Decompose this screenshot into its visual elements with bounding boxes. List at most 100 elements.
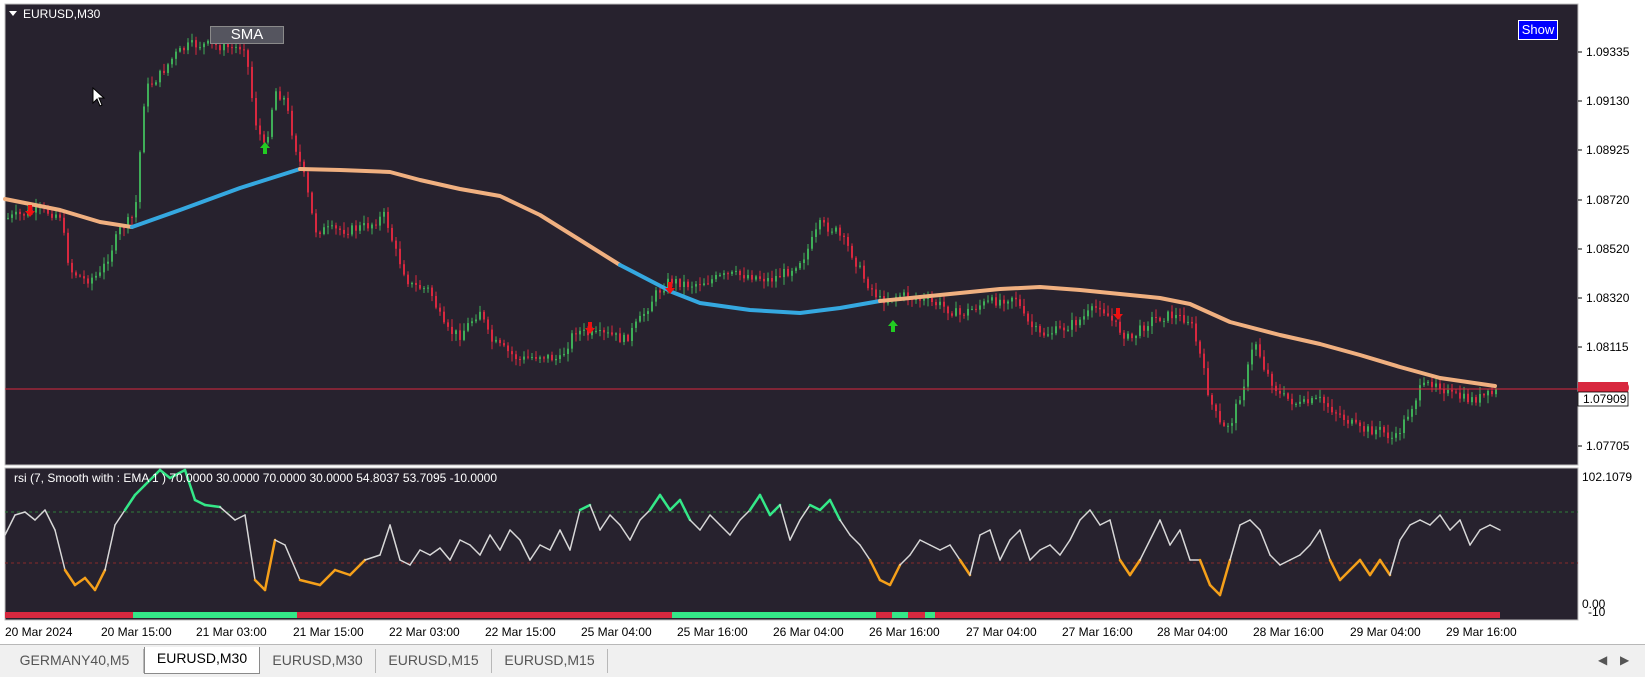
collapse-triangle-icon[interactable]	[9, 11, 17, 16]
time-axis-label: 20 Mar 15:00	[101, 625, 172, 639]
candle	[491, 324, 493, 350]
current-price-behind-label: 1.07910	[1586, 381, 1630, 395]
candle	[1151, 311, 1153, 335]
candle	[283, 95, 285, 106]
candle	[575, 327, 577, 342]
candle	[1059, 320, 1061, 330]
candle	[1095, 299, 1097, 313]
candle	[527, 349, 529, 360]
tab-eurusd-m15[interactable]: EURUSD,M15	[376, 649, 492, 673]
candle	[603, 327, 605, 341]
candle	[403, 260, 405, 277]
candle	[483, 309, 485, 323]
tab-scroll-right-icon[interactable]: ▶	[1620, 653, 1630, 667]
candle	[467, 317, 469, 333]
candle	[375, 219, 377, 229]
candle	[583, 323, 585, 336]
price-axis-label: 1.07705	[1586, 439, 1630, 453]
candle	[255, 91, 257, 131]
tab-eurusd-m15-2[interactable]: EURUSD,M15	[492, 649, 608, 673]
candle	[35, 198, 37, 221]
candle	[1367, 424, 1369, 439]
show-button[interactable]: Show	[1518, 20, 1558, 40]
candle	[127, 213, 129, 234]
sma-button[interactable]: SMA	[210, 26, 284, 44]
candle	[339, 225, 341, 236]
candle	[1459, 385, 1461, 403]
chart-window[interactable]: EURUSD,M30 rsi (7, Smooth with : EMA 1 )…	[0, 0, 1645, 644]
sell-arrow-icon	[25, 205, 35, 217]
candle	[1339, 405, 1341, 418]
candle	[711, 275, 713, 288]
candle	[511, 346, 513, 362]
candle	[187, 38, 189, 55]
time-axis-label: 21 Mar 03:00	[196, 625, 267, 639]
candle	[435, 291, 437, 310]
candle	[747, 269, 749, 281]
candle	[763, 272, 765, 289]
candle	[439, 303, 441, 316]
candle	[967, 303, 969, 321]
candle	[271, 107, 273, 140]
candle	[723, 270, 725, 280]
candle	[203, 42, 205, 55]
candle	[267, 131, 269, 145]
candle	[679, 277, 681, 291]
candle	[307, 168, 309, 198]
tab-scroll-left-icon[interactable]: ◀	[1598, 653, 1608, 667]
candle	[51, 209, 53, 221]
candle	[731, 270, 733, 277]
candle	[107, 254, 109, 271]
candle	[1447, 384, 1449, 397]
candle	[607, 326, 609, 338]
candle	[963, 313, 965, 319]
candle	[459, 323, 461, 347]
candle	[791, 267, 793, 282]
candle	[943, 294, 945, 313]
candle	[615, 332, 617, 341]
candle	[163, 63, 165, 75]
candle	[1235, 399, 1237, 431]
candle	[1087, 304, 1089, 320]
candle	[1175, 307, 1177, 325]
price-axis-label: 1.08925	[1586, 143, 1630, 157]
candle	[1135, 334, 1137, 346]
candle	[987, 295, 989, 304]
candle	[1039, 324, 1041, 337]
chart-canvas[interactable]: EURUSD,M30 rsi (7, Smooth with : EMA 1 )…	[0, 0, 1645, 644]
candle	[423, 286, 425, 294]
candle	[519, 356, 521, 367]
tab-eurusd-m30-active[interactable]: EURUSD,M30	[144, 647, 260, 674]
candle	[639, 311, 641, 323]
candle	[1027, 311, 1029, 325]
candle	[1271, 371, 1273, 394]
candle	[147, 77, 149, 113]
time-axis-label: 28 Mar 04:00	[1157, 625, 1228, 639]
candle	[1111, 308, 1113, 327]
candle	[983, 298, 985, 310]
tab-eurusd-m30[interactable]: EURUSD,M30	[260, 649, 376, 673]
candle	[1267, 363, 1269, 377]
candle	[207, 39, 209, 46]
candle	[143, 103, 145, 154]
candle	[23, 212, 25, 221]
candle	[443, 306, 445, 325]
candle	[419, 280, 421, 291]
candle	[1407, 409, 1409, 422]
price-panel[interactable]	[4, 3, 1579, 466]
candle	[1167, 310, 1169, 324]
candle	[715, 271, 717, 282]
price-axis: 1.09335 1.09130 1.08925 1.08720 1.08520 …	[1578, 45, 1630, 453]
buy-arrow-icon	[260, 142, 270, 154]
tab-germany40-m5[interactable]: GERMANY40,M5	[6, 649, 144, 673]
rsi-panel[interactable]	[4, 467, 1579, 621]
candle	[531, 353, 533, 361]
candle	[1159, 316, 1161, 323]
candle	[847, 233, 849, 252]
candle	[1475, 394, 1477, 406]
candle	[947, 305, 949, 321]
current-price-tag-behind	[1578, 382, 1628, 394]
sell-arrow-icon	[1113, 308, 1123, 320]
candle	[1031, 314, 1033, 335]
candle	[1431, 376, 1433, 393]
